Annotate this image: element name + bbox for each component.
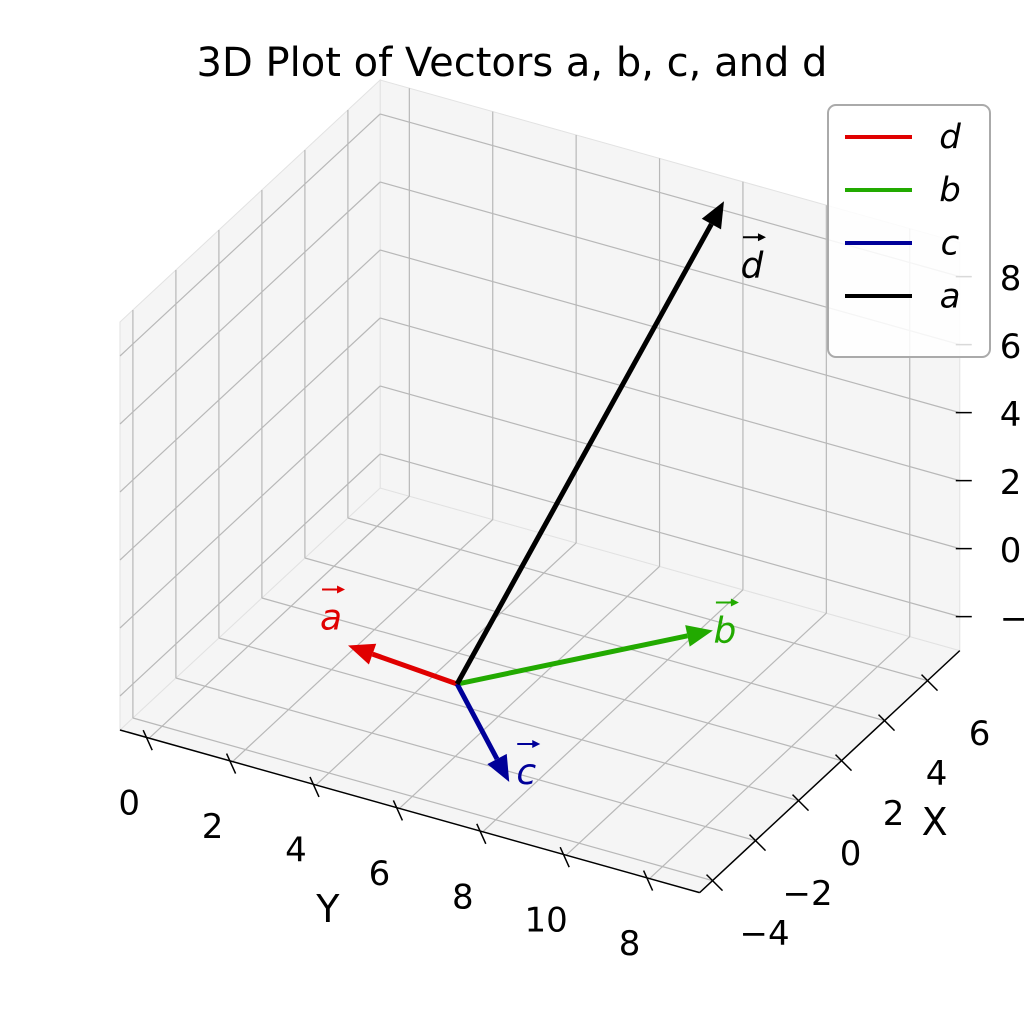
- tick-mark: [476, 823, 487, 845]
- grid-line: [649, 636, 911, 880]
- vector-label: b: [713, 611, 736, 652]
- grid-line: [119, 113, 381, 357]
- grid-line: [119, 453, 381, 697]
- z-tick-label: 6: [1000, 327, 1022, 367]
- legend-label: d: [939, 118, 961, 158]
- x-tick-label: 4: [926, 754, 948, 794]
- tick-mark: [705, 874, 724, 892]
- grid-line: [315, 542, 577, 786]
- z-tick-label: −2: [1000, 599, 1024, 639]
- y-tick-label: 10: [525, 901, 568, 941]
- vector-label: d: [741, 245, 765, 286]
- vector-head: [701, 201, 724, 230]
- legend-label: c: [941, 224, 960, 264]
- x-axis: [699, 650, 961, 894]
- vector-shaft: [454, 222, 714, 686]
- x-axis-label: X: [922, 800, 948, 844]
- tick-mark: [642, 870, 654, 891]
- y-tick-label: 2: [202, 807, 224, 847]
- y-axis-label: Y: [315, 887, 340, 931]
- grid-line: [148, 495, 410, 739]
- y-tick-label: 6: [369, 854, 391, 894]
- label-arrow-head: [730, 598, 739, 607]
- tick-mark: [791, 794, 810, 812]
- grid-line: [565, 612, 827, 856]
- grid-line: [379, 385, 960, 550]
- grid-line: [119, 249, 381, 493]
- x-tick-label: 6: [969, 714, 991, 754]
- grid-line: [232, 519, 494, 763]
- y-tick-label: 0: [118, 784, 140, 824]
- grid-line: [132, 717, 713, 882]
- grid-line: [175, 677, 756, 842]
- x-tick-label: 0: [840, 834, 862, 874]
- legend-label: b: [939, 171, 961, 211]
- vector-head: [348, 643, 377, 665]
- grid-line: [379, 317, 960, 482]
- tick-mark: [920, 674, 939, 692]
- vector-label: a: [320, 597, 342, 638]
- tick-mark: [225, 753, 237, 774]
- grid-line: [119, 181, 381, 425]
- vector-shaft: [371, 651, 458, 687]
- tick-mark: [834, 754, 853, 772]
- tick-mark: [309, 776, 320, 798]
- legend-box: [827, 104, 991, 358]
- tick-mark: [559, 846, 570, 868]
- label-arrow-head: [757, 233, 766, 242]
- grid-line: [119, 385, 381, 629]
- vector-shaft: [454, 682, 500, 761]
- z-tick-label: 4: [1000, 395, 1022, 435]
- z-tick-label: 2: [1000, 463, 1022, 503]
- tick-mark: [142, 729, 153, 751]
- chart-title: 3D Plot of Vectors a, b, c, and d: [197, 40, 828, 86]
- z-tick-label: 8: [1000, 259, 1022, 299]
- y-tick-label: 8: [619, 924, 641, 964]
- grid-line: [398, 565, 660, 809]
- vector-label: c: [516, 752, 536, 793]
- x-tick-label: 2: [883, 794, 905, 834]
- legend-label: a: [940, 277, 961, 317]
- grid-line: [218, 637, 799, 802]
- tick-mark: [748, 834, 767, 852]
- vector-shaft: [456, 633, 688, 687]
- label-arrow-head: [337, 585, 346, 594]
- grid-line: [347, 517, 928, 682]
- y-tick-label: 8: [452, 877, 474, 917]
- grid-line: [261, 597, 842, 762]
- x-tick-label: −4: [739, 914, 789, 954]
- vector-head: [487, 753, 510, 782]
- tick-mark: [392, 800, 404, 821]
- vector-head: [685, 625, 713, 647]
- grid-line: [379, 249, 960, 414]
- grid-line: [379, 453, 960, 618]
- z-tick-label: 0: [1000, 531, 1022, 571]
- label-arrow-head: [532, 739, 541, 748]
- y-tick-label: 4: [285, 830, 307, 870]
- grid-line: [304, 557, 885, 722]
- tick-mark: [877, 714, 896, 732]
- grid-line: [119, 317, 381, 561]
- y-axis: [119, 729, 700, 894]
- x-tick-label: −2: [782, 874, 832, 914]
